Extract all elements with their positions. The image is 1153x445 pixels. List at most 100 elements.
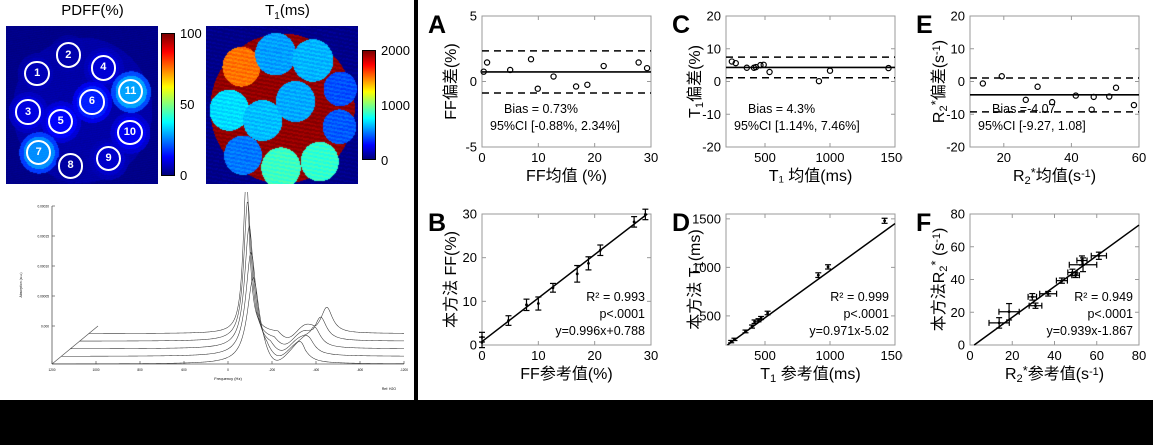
panel-D: 500 1000 1500 500 1000 1500 R² = 0.999 p<.0001 y… (664, 198, 903, 396)
svg-text:-400: -400 (313, 368, 320, 372)
data-point-B-10 (643, 213, 647, 216)
ylabel-D: 本方法 T1(ms) (686, 229, 706, 329)
data-point-F-10 (1097, 254, 1101, 258)
t1-colorbar-tick-1000: 1000 (381, 98, 410, 113)
data-point-F-1 (1007, 310, 1011, 314)
data-point-F-7 (1074, 273, 1078, 277)
data-point-B-7 (587, 261, 590, 265)
data-point-D-7 (766, 311, 769, 315)
annotation-eq-D: y=0.971x-5.02 (809, 324, 889, 338)
data-point-F-2 (1030, 295, 1034, 299)
ytick-A-2: 5 (470, 9, 477, 24)
svg-text:0.000: 0.000 (41, 324, 49, 328)
data-point-E-8 (1106, 93, 1113, 100)
annotation-r2-F: R² = 0.949 (1074, 290, 1133, 304)
ytick-C-2: 0 (714, 74, 721, 89)
xtick-C-0: 500 (754, 150, 776, 165)
annotation-p-F: p<.0001 (1087, 307, 1133, 321)
xtick-A-0: 0 (478, 150, 485, 165)
ytick-C-3: 10 (707, 41, 721, 56)
data-point-C-9 (826, 67, 834, 74)
xtick-B-2: 20 (587, 348, 601, 363)
xtick-E-0: 20 (997, 150, 1011, 165)
data-point-C-6 (760, 61, 767, 69)
xlabel-A: FF均值 (%) (526, 167, 607, 185)
data-point-E-7 (1090, 93, 1097, 101)
xlabel-C: T₁ 均值(ms) (769, 167, 853, 185)
xtick-F-3: 60 (1090, 348, 1104, 363)
xtick-A-2: 20 (587, 150, 601, 165)
ytick-E-3: 10 (951, 41, 965, 56)
pdff-colorbar-tick-100: 100 (180, 26, 202, 41)
annotation-bias-C: Bias = 4.3% (748, 102, 815, 116)
panel-E: 20 40 60 -20 -10 0 10 20 Bias =-4.07 95%CI [-9.27… (908, 0, 1147, 198)
t1-colorbar (362, 50, 376, 160)
data-point-D-6 (759, 316, 763, 320)
vial-roi-10: 10 (117, 119, 143, 146)
spectrum-trace-5 (52, 277, 405, 365)
data-point-A-2 (506, 66, 514, 74)
pdff-map-title: PDFF(%) (61, 2, 124, 19)
xtick-B-3: 30 (644, 348, 658, 363)
data-point-D-1 (733, 337, 736, 341)
panel-letter-F: F (916, 209, 931, 237)
data-point-D-9 (826, 265, 830, 269)
data-point-A-1 (483, 59, 491, 66)
spectrum-trace-3 (70, 225, 405, 351)
data-point-A-3 (527, 56, 535, 63)
svg-text:0: 0 (227, 368, 229, 372)
data-point-F-4 (1046, 292, 1050, 296)
vial-roi-9: 9 (95, 145, 122, 172)
bottom-black-bar (0, 400, 1153, 445)
annotation-p-B: p<.0001 (599, 307, 645, 321)
data-point-B-4 (536, 302, 540, 305)
spectrum-trace-4 (61, 252, 404, 357)
nmr-spectrum-plot: 1200 1000 800 600 0 -200 -400 -600 -1200 0.00020 0… (0, 192, 418, 400)
svg-text:1200: 1200 (48, 368, 55, 372)
chart-F: 0 20 40 60 80 0 20 40 60 80 R² = 0.949 p<.0001 y=0.9… (908, 198, 1147, 396)
annotation-eq-F: y=0.939x-1.867 (1046, 324, 1133, 338)
xtick-E-1: 40 (1064, 150, 1078, 165)
svg-text:1000: 1000 (92, 368, 99, 372)
ylabel-B: 本方法 FF(%) (442, 231, 460, 328)
annotation-ci-A: 95%CI [-0.88%, 2.34%] (490, 119, 620, 133)
vial-roi-2: 2 (55, 42, 82, 68)
axes-frame-B (481, 213, 652, 346)
vial-roi-5: 5 (47, 108, 74, 135)
data-point-B-2 (507, 319, 510, 322)
t1-map-image (206, 26, 358, 184)
data-point-F-9 (1081, 263, 1085, 267)
data-point-D-8 (816, 273, 820, 277)
chart-D: 500 1000 1500 500 1000 1500 R² = 0.999 p<.0001 y… (664, 198, 903, 396)
ytick-D-2: 1500 (692, 211, 721, 226)
data-point-A-9 (635, 59, 642, 66)
xtick-F-1: 20 (1005, 348, 1019, 363)
data-point-E-2 (1022, 96, 1029, 104)
spectrum-ylabel: Absorption (a.u.) (19, 272, 23, 297)
ytick-C-4: 20 (707, 9, 721, 24)
data-point-D-4 (753, 320, 756, 324)
panel-letter-A: A (428, 11, 446, 39)
data-point-D-10 (883, 219, 886, 223)
data-point-C-5 (757, 61, 764, 69)
data-point-C-1 (732, 59, 739, 67)
data-point-B-3 (525, 303, 528, 307)
ytick-B-2: 20 (463, 250, 477, 265)
ytick-B-0: 0 (470, 338, 477, 353)
data-point-A-8 (600, 62, 607, 70)
xtick-D-1: 1000 (816, 348, 845, 363)
xtick-B-1: 10 (531, 348, 545, 363)
data-point-A-4 (534, 85, 541, 92)
xtick-F-0: 0 (966, 348, 973, 363)
data-point-A-6 (572, 83, 580, 90)
svg-text:-200: -200 (269, 368, 276, 372)
ylabel-C: T1偏差(%) (686, 45, 706, 118)
pdff-colorbar (161, 33, 175, 176)
svg-text:0.00015: 0.00015 (37, 234, 49, 238)
ytick-A-1: 0 (470, 74, 477, 89)
ytick-F-0: 0 (958, 338, 965, 353)
ytick-F-4: 80 (951, 207, 965, 222)
data-point-E-4 (1048, 98, 1056, 106)
